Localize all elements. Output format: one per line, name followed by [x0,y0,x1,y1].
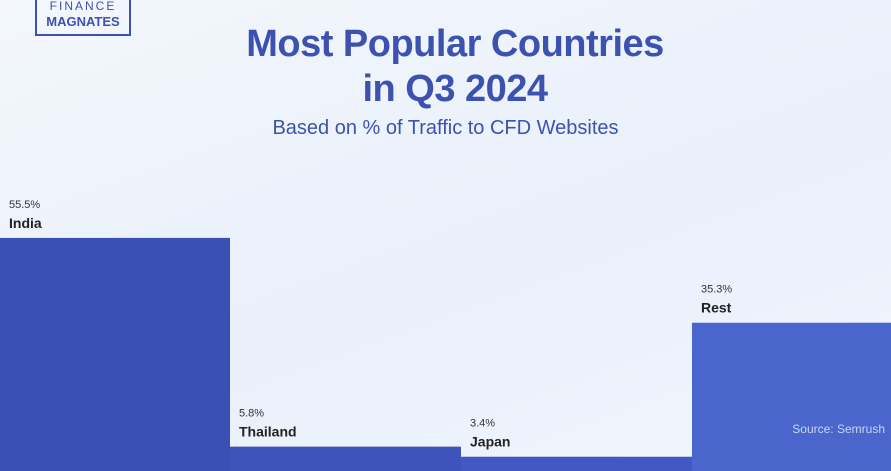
value-label: 55.5% [9,199,40,211]
bar [230,446,461,471]
bar [0,237,230,471]
category-label: Rest [701,300,732,316]
value-label: 35.3% [701,284,732,296]
logo-text: MAGNATES [46,14,120,29]
bar [692,322,891,471]
chart-subtitle: Based on % of Traffic to CFD Websites [272,117,619,139]
chart-title: Most Popular Countries in Q3 2024 [246,23,664,110]
logo-text: FINANCE [49,0,117,13]
source: Source: Semrush [792,422,885,436]
category-label: Thailand [239,424,297,440]
value-label: 5.8% [239,408,264,420]
category-label: India [9,215,42,231]
category-label: Japan [470,434,510,450]
value-label: 3.4% [470,418,495,430]
bar [461,456,692,471]
logo: FINANCE MAGNATES [35,0,131,36]
